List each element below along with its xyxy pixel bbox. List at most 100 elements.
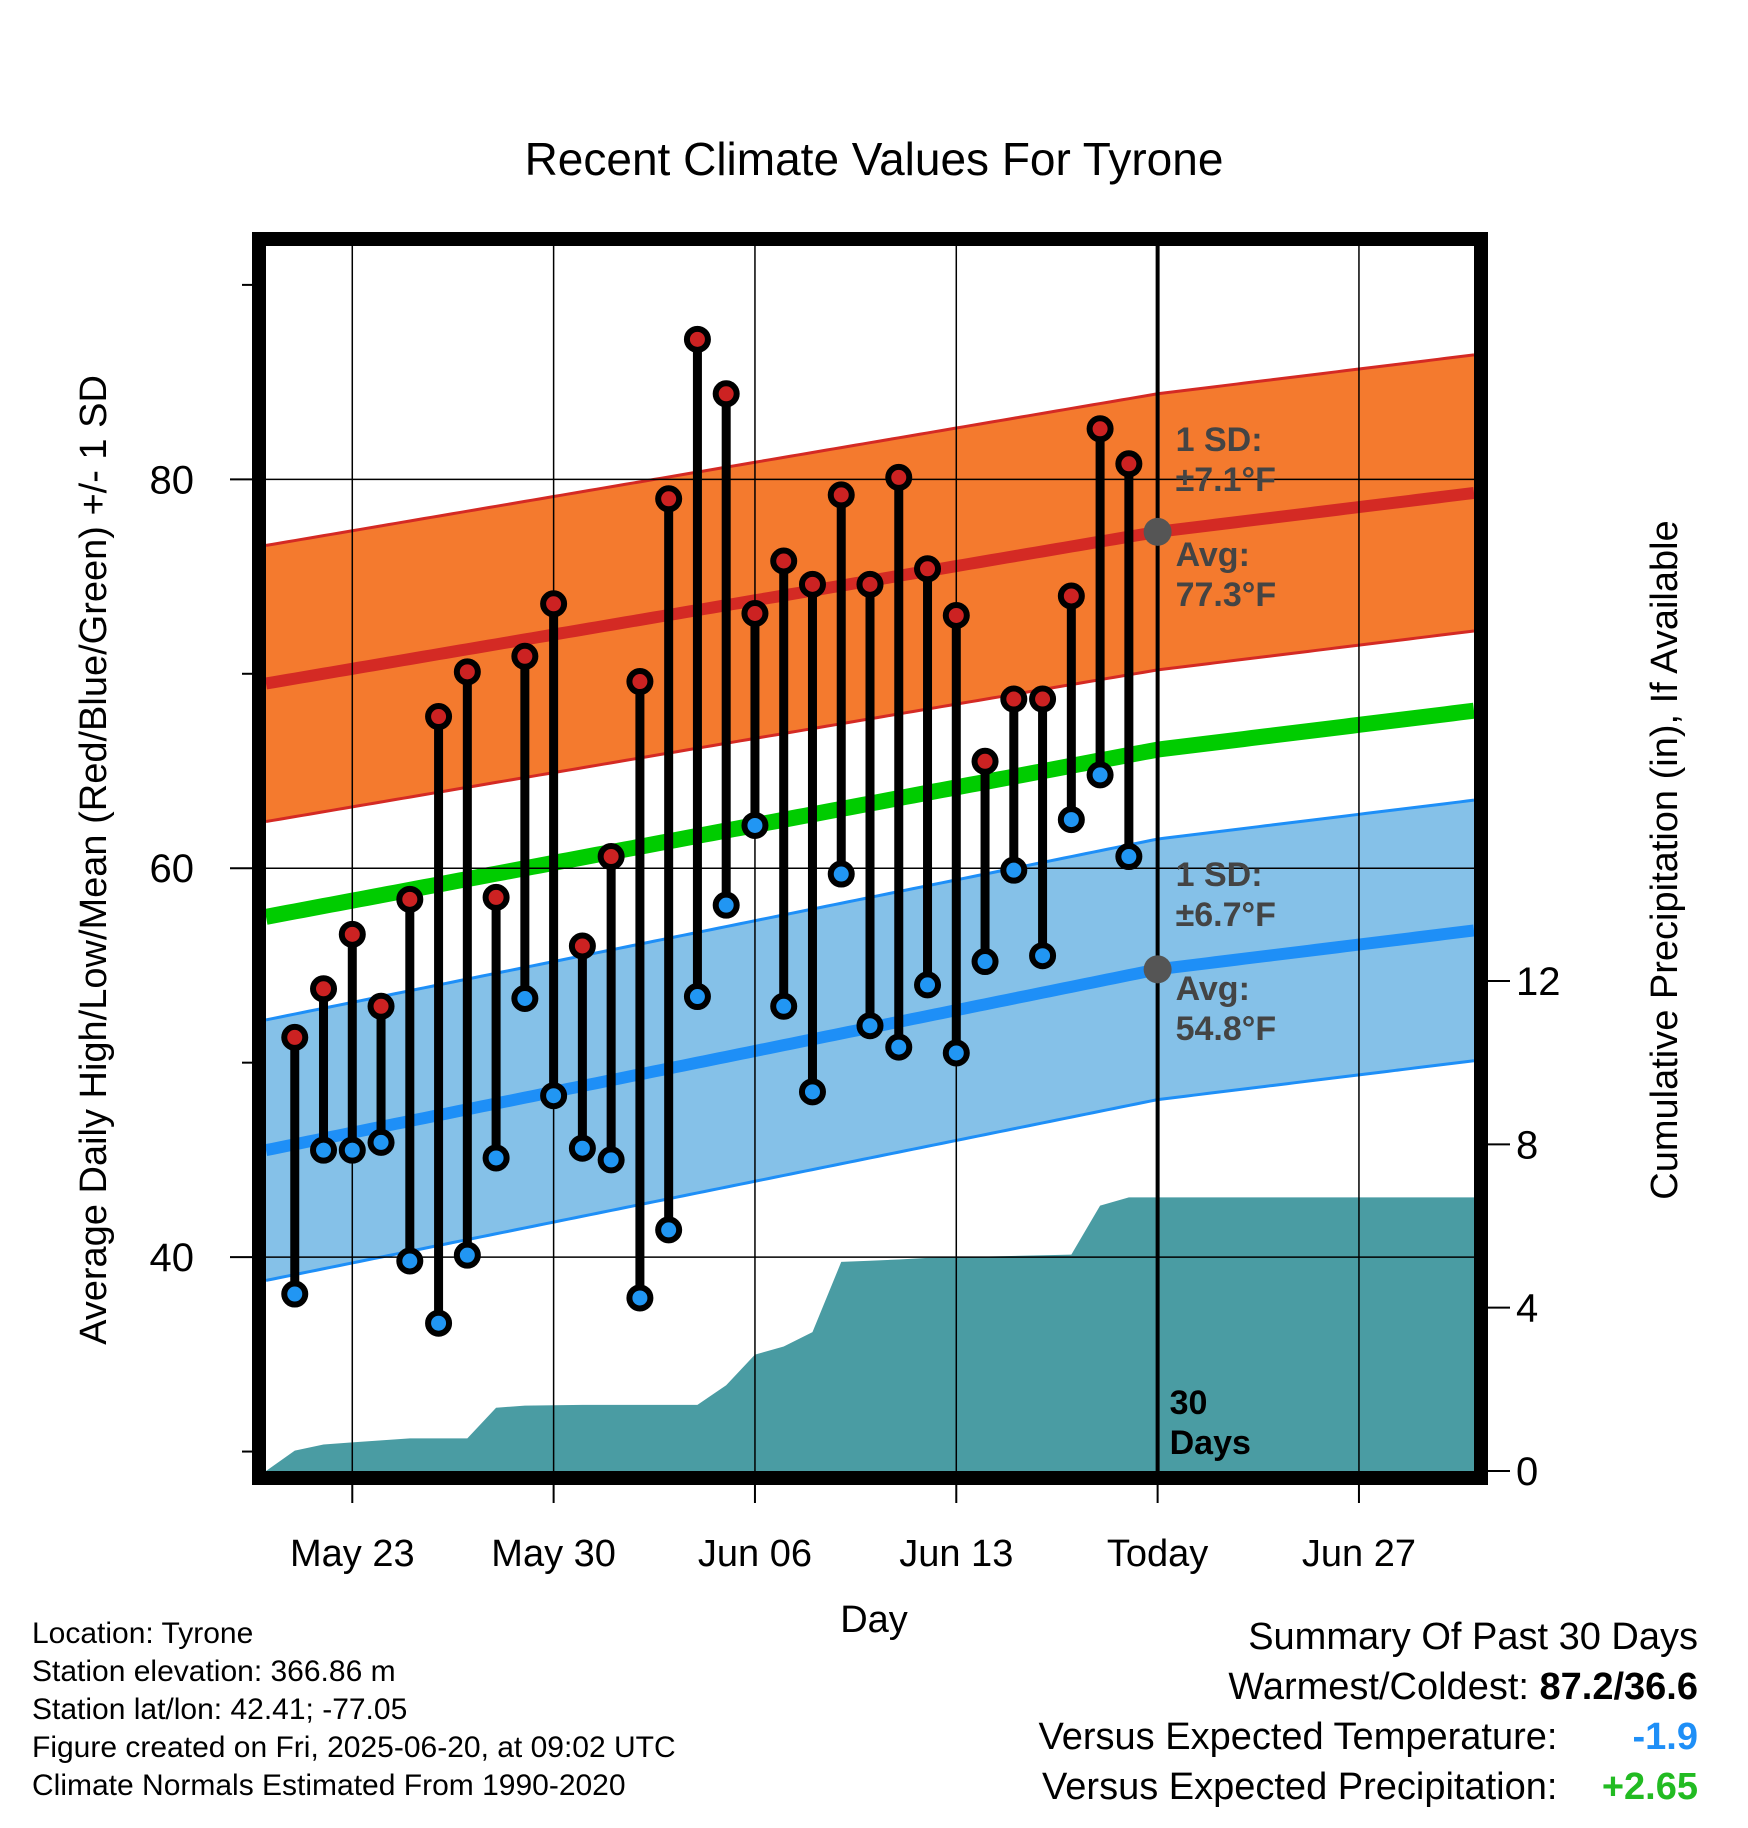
daily-high-point (568, 932, 596, 960)
created-text: Figure created on Fri, 2025-06-20, at 09… (32, 1731, 676, 1764)
x-tick-label: Today (1107, 1533, 1208, 1575)
daily-high-point (856, 570, 884, 598)
daily-low-point (683, 983, 711, 1011)
daily-high-point (396, 885, 424, 913)
summary-panel: Summary Of Past 30 Days Warmest/Coldest:… (1039, 1612, 1698, 1812)
precip-value: +2.65 (1601, 1766, 1698, 1808)
y-axis-label-right: Cumulative Precipitation (in), If Availa… (1644, 520, 1686, 1199)
summary-precip: Versus Expected Precipitation: +2.65 (1039, 1762, 1698, 1812)
daily-low-point (1000, 856, 1028, 884)
precipitation-area (266, 1197, 1474, 1471)
today-high-normal-marker (1143, 517, 1172, 546)
daily-low-point (597, 1146, 625, 1174)
daily-high-point (683, 325, 711, 353)
x-axis-label: Day (840, 1599, 908, 1641)
daily-high-point (1086, 415, 1114, 443)
daily-high-point (1000, 685, 1028, 713)
daily-high-point (425, 703, 453, 731)
daily-high-point (281, 1023, 309, 1051)
daily-high-point (712, 380, 740, 408)
y-axis-label-left: Average Daily High/Low/Mean (Red/Blue/Gr… (73, 375, 115, 1345)
daily-low-point (770, 992, 798, 1020)
daily-low-point (1115, 843, 1143, 871)
daily-low-point (942, 1039, 970, 1067)
chart-title: Recent Climate Values For Tyrone (525, 133, 1224, 185)
daily-low-point (914, 971, 942, 999)
x-tick-label: May 23 (290, 1533, 415, 1575)
low-sd-annotation: 1 SD: ±6.7°F (1176, 856, 1276, 934)
daily-low-point (396, 1247, 424, 1275)
x-tick-label: May 30 (491, 1533, 616, 1575)
daily-low-point (540, 1082, 568, 1110)
daily-low-point (856, 1012, 884, 1040)
daily-low-point (425, 1309, 453, 1337)
latlon-text: Station lat/lon: 42.41; -77.05 (32, 1693, 408, 1726)
temp-value: -1.9 (1632, 1716, 1698, 1758)
low-sd-band (266, 800, 1474, 1281)
plot-area: 1 SD: ±7.1°F Avg: 77.3°F 1 SD: ±6.7°F Avg: 54.8… (150, 232, 1561, 1575)
daily-high-point (540, 590, 568, 618)
daily-low-point (310, 1136, 338, 1164)
y-left-tick-label: 40 (150, 1236, 195, 1280)
elevation-text: Station elevation: 366.86 m (32, 1655, 396, 1688)
daily-low-point (568, 1134, 596, 1162)
plot-frame (252, 232, 1488, 1485)
daily-low-point (827, 860, 855, 888)
high-avg-annotation: Avg: 77.3°F (1176, 536, 1277, 614)
y-left-tick-label: 60 (150, 847, 195, 891)
summary-temp: Versus Expected Temperature: -1.9 (1039, 1712, 1698, 1762)
daily-low-point (626, 1284, 654, 1312)
warm-cold-value: 87.2/36.6 (1539, 1666, 1698, 1708)
daily-high-point (310, 975, 338, 1003)
daily-high-point (942, 601, 970, 629)
daily-high-point (597, 843, 625, 871)
x-tick-label: Jun 06 (698, 1533, 812, 1575)
today-low-normal-marker (1143, 955, 1172, 984)
daily-high-point (655, 485, 683, 513)
daily-high-point (1057, 582, 1085, 610)
daily-high-point (971, 747, 999, 775)
x-tick-label: Jun 27 (1302, 1533, 1416, 1575)
days-window-label: 30 Days (1170, 1384, 1251, 1462)
daily-high-point (453, 658, 481, 686)
daily-high-point (770, 547, 798, 575)
precip-label: Versus Expected Precipitation: (1042, 1766, 1558, 1808)
warm-cold-label: Warmest/Coldest: (1228, 1666, 1529, 1708)
high-sd-band-upper-edge (266, 353, 1474, 547)
daily-high-point (741, 600, 769, 627)
daily-high-point (511, 642, 539, 670)
daily-low-point (971, 948, 999, 976)
y-right-tick-label: 0 (1516, 1450, 1538, 1494)
daily-low-point (453, 1241, 481, 1269)
daily-low-point (511, 985, 539, 1012)
low-avg-annotation: Avg: 54.8°F (1176, 970, 1277, 1048)
temp-label: Versus Expected Temperature: (1038, 1716, 1558, 1758)
daily-high-point (914, 555, 942, 583)
daily-high-point (798, 570, 826, 598)
y-right-tick-label: 4 (1516, 1287, 1538, 1331)
y-left-tick-label: 80 (150, 458, 195, 502)
daily-high-point (1115, 450, 1143, 478)
daily-high-point (827, 481, 855, 509)
daily-low-point (338, 1136, 366, 1164)
daily-low-point (712, 891, 740, 919)
daily-high-point (626, 668, 654, 696)
y-right-tick-label: 12 (1516, 960, 1561, 1004)
daily-high-point (338, 920, 366, 948)
summary-warm-cold: Warmest/Coldest: 87.2/36.6 (1039, 1662, 1698, 1712)
x-tick-label: Jun 13 (899, 1533, 1013, 1575)
daily-low-point (798, 1078, 826, 1106)
daily-low-point (885, 1033, 913, 1061)
daily-low-point (1057, 806, 1085, 834)
daily-high-point (482, 883, 510, 911)
summary-title: Summary Of Past 30 Days (1248, 1616, 1698, 1658)
daily-low-point (1086, 761, 1114, 789)
station-info: Location: Tyrone Station elevation: 366.… (32, 1615, 676, 1805)
daily-high-point (885, 463, 913, 491)
high-sd-annotation: 1 SD: ±7.1°F (1176, 421, 1276, 499)
daily-high-point (1029, 685, 1057, 713)
daily-low-point (281, 1280, 309, 1308)
daily-low-point (367, 1128, 395, 1156)
location-text: Location: Tyrone (32, 1617, 254, 1650)
